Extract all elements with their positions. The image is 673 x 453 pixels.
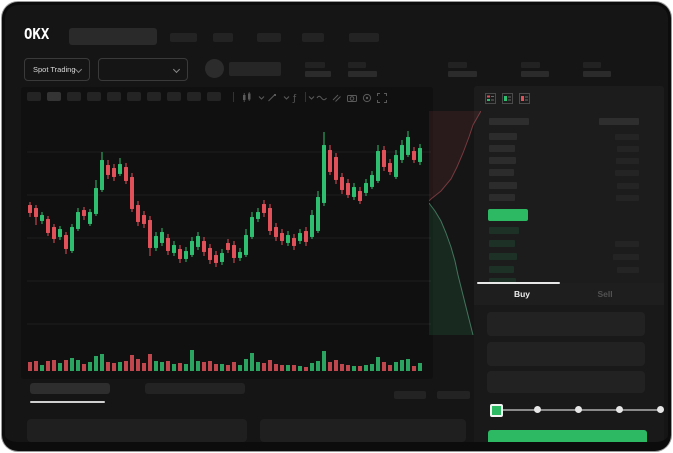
nav-search-placeholder[interactable] [69, 28, 157, 45]
book-asks-icon[interactable] [519, 93, 531, 105]
nav-item-5[interactable] [349, 33, 379, 42]
tab-buy[interactable]: Buy [513, 289, 531, 299]
stat-label-5 [583, 62, 601, 68]
orderbook-panel [474, 86, 664, 283]
pair-logo-avatar [205, 59, 224, 78]
book-combined-icon[interactable] [485, 93, 497, 105]
stat-label-2 [348, 62, 366, 68]
bottom-tab-underline [30, 401, 105, 403]
candlestick-chart[interactable] [23, 109, 435, 339]
tab-sell[interactable]: Sell [597, 289, 613, 299]
bottom-input-box-1[interactable] [27, 419, 247, 442]
market-type-label: Spot Trading [33, 65, 76, 74]
stat-label-4 [521, 62, 540, 68]
submit-buy-button[interactable] [488, 430, 647, 442]
order-side-tabbar [474, 283, 664, 305]
stat-value-5 [583, 71, 611, 77]
bottom-right-chip-2[interactable] [437, 391, 470, 399]
active-tab-underline [477, 282, 560, 284]
toolbar-divider [233, 92, 234, 102]
bottom-tab-2[interactable] [145, 383, 245, 394]
okx-logo[interactable]: OKX [24, 26, 50, 44]
stat-label-1 [305, 62, 325, 68]
stat-value-4 [521, 71, 549, 77]
volume-chart[interactable] [23, 339, 435, 373]
nav-item-3[interactable] [257, 33, 281, 42]
toolbar-divider [305, 92, 306, 102]
chevron-down-icon [172, 65, 181, 74]
pair-dropdown[interactable] [98, 58, 188, 81]
bottom-right-chip-1[interactable] [394, 391, 426, 399]
stat-value-3 [448, 71, 477, 77]
bottom-tab-1[interactable] [30, 383, 110, 394]
chart-panel[interactable] [21, 87, 433, 379]
pair-name-placeholder [229, 62, 281, 76]
depth-chart[interactable] [429, 111, 481, 335]
stat-value-2 [348, 71, 377, 77]
nav-item-4[interactable] [302, 33, 324, 42]
market-type-dropdown[interactable]: Spot Trading [24, 58, 90, 81]
chevron-down-icon [74, 65, 83, 74]
stat-value-1 [305, 71, 331, 77]
book-bids-icon[interactable] [502, 93, 514, 105]
bottom-input-box-2[interactable] [260, 419, 466, 442]
stat-label-3 [448, 62, 467, 68]
nav-item-1[interactable] [170, 33, 197, 42]
nav-item-2[interactable] [213, 33, 233, 42]
